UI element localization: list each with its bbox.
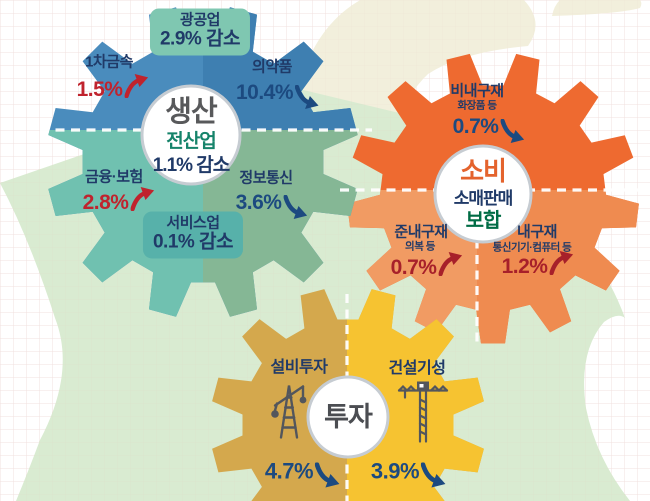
value-text: 0.7%: [390, 256, 437, 279]
derrick-crane-icon: [265, 378, 317, 447]
gear-subtitle: 전산업: [166, 131, 216, 153]
down-arrow-icon: [315, 463, 341, 489]
consumption-item-name: 비내구재: [450, 82, 504, 100]
production-item-value-row: 10.4%: [236, 76, 320, 110]
consumption-item-detail: 화장품 등: [457, 99, 497, 112]
production-item-value-row: 2.8%: [83, 186, 156, 220]
up-arrow-icon: [124, 73, 149, 98]
tower-crane-icon: [395, 378, 451, 449]
consumption-item-name: 내구재: [517, 223, 557, 241]
consumption-item-value-row: 0.7%: [391, 251, 464, 285]
down-arrow-icon: [295, 85, 320, 110]
consumption-item-detail: 의복 등: [405, 240, 435, 253]
value-text: 2.8%: [82, 191, 129, 214]
production-services-badge: 서비스업 0.1% 감소: [142, 211, 244, 259]
value-text: 1.5%: [76, 78, 123, 101]
gears-layer: [40, 7, 640, 501]
gear-change: 1.1% 감소: [152, 154, 231, 176]
production-item-name: 의약품: [252, 58, 292, 76]
gear-title: 투자: [324, 401, 373, 432]
gear-title: 생산: [165, 96, 217, 128]
investment-gear-center: 투자: [324, 401, 373, 432]
production-item-value-row: 1.5%: [77, 73, 150, 107]
up-arrow-icon: [438, 251, 463, 276]
badge-value: 0.1% 감소: [152, 231, 234, 253]
down-arrow-icon: [283, 195, 308, 220]
badge-value: 2.9% 감소: [159, 28, 241, 50]
gear-title: 소비: [460, 156, 507, 187]
gear-subtitle: 소매판매: [453, 189, 514, 209]
consumption-gear-center: 소비 소매판매 보합: [453, 156, 514, 233]
investment-item-value-row: 4.7%: [265, 454, 341, 489]
value-text: 0.7%: [452, 115, 499, 138]
badge-label: 서비스업: [166, 214, 220, 232]
consumption-item-value-row: 1.2%: [502, 250, 575, 284]
badge-label: 광공업: [180, 11, 220, 29]
investment-item-name: 설비투자: [270, 359, 328, 376]
consumption-item-name: 준내구재: [394, 223, 448, 241]
up-arrow-icon: [130, 186, 155, 211]
value-text: 3.6%: [235, 191, 282, 214]
consumption-item-detail: 통신기기·컴퓨터 등: [492, 241, 572, 254]
investment-item-value-row: 3.9%: [371, 454, 447, 489]
production-item-value-row: 3.6%: [236, 186, 309, 220]
gear-change: 보합: [465, 210, 502, 233]
value-text: 3.9%: [370, 458, 420, 483]
down-arrow-icon: [421, 463, 447, 489]
consumption-item-value-row: 0.7%: [453, 110, 526, 144]
production-item-name: 정보통신: [239, 169, 293, 187]
production-mining-badge: 광공업 2.9% 감소: [149, 8, 251, 56]
value-text: 4.7%: [264, 458, 314, 483]
down-arrow-icon: [500, 119, 525, 144]
production-item-name: 1차금속: [85, 53, 133, 71]
investment-item-name: 건설기성: [388, 360, 446, 377]
production-gear-center: 생산 전산업 1.1% 감소: [152, 96, 231, 176]
value-text: 1.2%: [501, 255, 548, 278]
production-item-name: 금융·보험: [85, 168, 143, 186]
up-arrow-icon: [549, 250, 574, 275]
value-text: 10.4%: [235, 81, 294, 104]
